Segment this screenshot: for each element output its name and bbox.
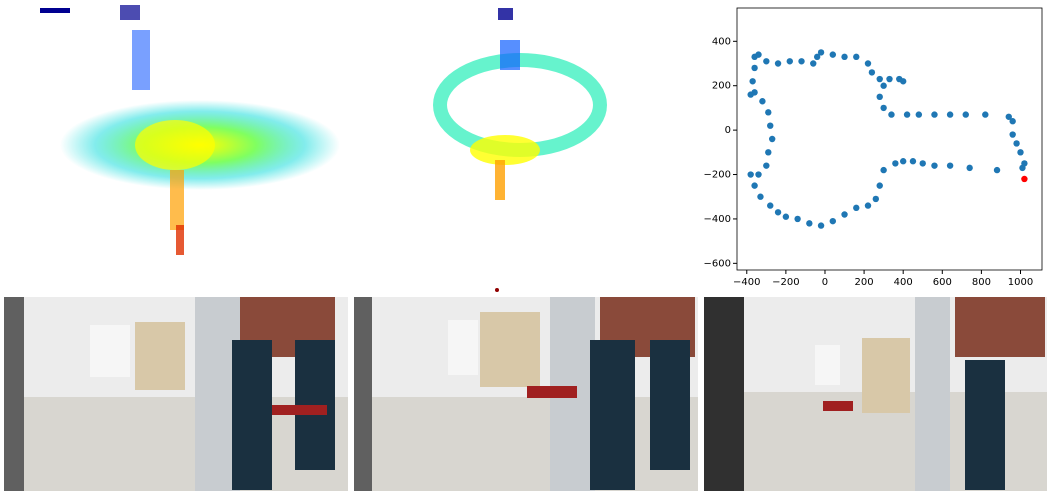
x-tick-label: −200 [772,277,799,288]
point [794,216,800,222]
point [830,218,836,224]
point [873,196,879,202]
y-tick-label: −200 [704,170,731,181]
y-tick-label: −600 [704,258,731,269]
point [841,211,847,217]
x-tick-label: 200 [855,277,874,288]
point [783,214,789,220]
point [763,162,769,168]
point [755,171,761,177]
point [865,60,871,66]
point [904,111,910,117]
point [910,158,916,164]
point [886,76,892,82]
point [765,109,771,115]
point [880,83,886,89]
point [865,202,871,208]
point [747,91,753,97]
point [966,165,972,171]
point [900,78,906,84]
point [751,65,757,71]
point [1021,160,1027,166]
point [1017,149,1023,155]
point [841,54,847,60]
point [767,122,773,128]
point [775,60,781,66]
point [765,149,771,155]
figure: −400−20002004006008001000−600−400−200020… [0,0,1047,491]
point [747,171,753,177]
point [920,160,926,166]
y-tick-label: 400 [712,36,731,47]
photos [4,297,1047,491]
point [1013,140,1019,146]
point [749,78,755,84]
point [751,182,757,188]
point [869,69,875,75]
point [880,167,886,173]
x-tick-label: −400 [733,277,760,288]
y-tick-label: 200 [712,81,731,92]
point-cloud-middle [440,8,600,292]
point-cloud-left [40,5,340,255]
point [755,51,761,57]
point [982,111,988,117]
point [775,209,781,215]
point [798,58,804,64]
point [769,136,775,142]
point [880,105,886,111]
y-tick-label: 0 [725,125,731,136]
point [877,94,883,100]
point [916,111,922,117]
point [1021,176,1027,182]
point [830,51,836,57]
point [877,182,883,188]
point [763,58,769,64]
point [877,76,883,82]
point [806,220,812,226]
point [947,111,953,117]
x-tick-label: 600 [933,277,952,288]
point [947,162,953,168]
point [818,222,824,228]
point [759,98,765,104]
point [931,111,937,117]
point [853,205,859,211]
plot-frame [737,8,1042,270]
point [931,162,937,168]
point [853,54,859,60]
x-tick-label: 0 [822,277,828,288]
point [767,202,773,208]
point [818,49,824,55]
point [757,194,763,200]
x-tick-label: 400 [894,277,913,288]
point [994,167,1000,173]
point [1009,118,1015,124]
x-tick-label: 800 [972,277,991,288]
point [888,111,894,117]
point [787,58,793,64]
point [900,158,906,164]
y-tick-label: −400 [704,214,731,225]
point [810,60,816,66]
point [1009,131,1015,137]
point [892,160,898,166]
point [963,111,969,117]
x-tick-label: 1000 [1008,277,1033,288]
